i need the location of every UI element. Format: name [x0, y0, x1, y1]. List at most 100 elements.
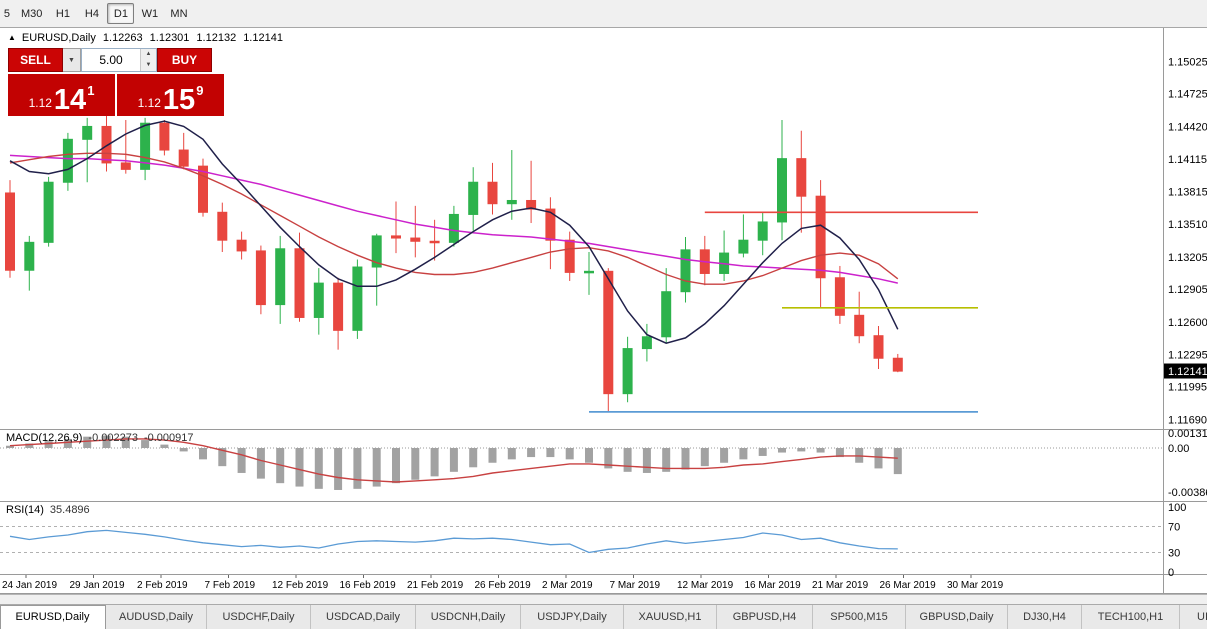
timeframe-button-5[interactable]: 5	[1, 3, 14, 24]
rsi-pane: 100 70 30 0	[0, 502, 1186, 579]
chart-tabbar: EURUSD,Daily AUDUSD,Daily USDCHF,Daily USDC…	[0, 604, 1207, 629]
svg-text:30: 30	[1168, 548, 1180, 560]
macd-name: MACD(12,26,9)	[6, 432, 83, 444]
timeframe-button-h4[interactable]: H4	[78, 3, 105, 24]
ohlc-open: 1.12263	[102, 32, 143, 44]
buy-price-pipette: 9	[196, 83, 204, 98]
ma-fast-navy-line	[9, 120, 899, 344]
svg-text:30 Mar 2019: 30 Mar 2019	[947, 580, 1004, 591]
chart-tab-usdjpy-daily[interactable]: USDJPY,Daily	[521, 605, 624, 629]
chart-tab-usdcad-daily[interactable]: USDCAD,Daily	[311, 605, 416, 629]
svg-text:1.13205: 1.13205	[1168, 252, 1207, 264]
bottom-strip: EURUSD,Daily AUDUSD,Daily USDCHF,Daily USDC…	[0, 594, 1207, 629]
chart-tab-usdcnh-daily[interactable]: USDCNH,Daily	[416, 605, 521, 629]
svg-text:1.12905: 1.12905	[1168, 284, 1207, 296]
svg-text:16 Mar 2019: 16 Mar 2019	[745, 580, 802, 591]
sell-price-quote[interactable]: 1.12 14 1	[8, 74, 115, 116]
svg-text:2 Mar 2019: 2 Mar 2019	[542, 580, 593, 591]
chart-tab-usdchf-daily[interactable]: USDCHF,Daily	[207, 605, 311, 629]
rsi-name: RSI(14)	[6, 504, 44, 516]
chart-tab-tech100-h1[interactable]: TECH100,H1	[1082, 605, 1180, 629]
svg-text:1.12141: 1.12141	[1168, 366, 1207, 378]
svg-text:12 Mar 2019: 12 Mar 2019	[677, 580, 734, 591]
svg-text:29 Jan 2019: 29 Jan 2019	[70, 580, 125, 591]
macd-pane: 0.001313 0.00 -0.003862	[0, 428, 1207, 499]
timeframe-button-h1[interactable]: H1	[49, 3, 76, 24]
chart-tab-audusd-daily[interactable]: AUDUSD,Daily	[106, 605, 207, 629]
volume-field: ▲ ▼	[81, 48, 157, 72]
macd-indicator-label: MACD(12,26,9) -0.002273 -0.000917	[6, 432, 194, 444]
svg-text:2 Feb 2019: 2 Feb 2019	[137, 580, 188, 591]
volume-stepper: ▲ ▼	[140, 49, 156, 71]
rsi-value: 35.4896	[49, 504, 90, 516]
svg-text:21 Feb 2019: 21 Feb 2019	[407, 580, 464, 591]
macd-signal-value: -0.000917	[143, 432, 194, 444]
price-axis[interactable]: 1.15025 1.14725 1.14420 1.14115 1.13815 1.135…	[1168, 57, 1207, 427]
chart-tab-gbpusd-h4[interactable]: GBPUSD,H4	[717, 605, 813, 629]
svg-text:16 Feb 2019: 16 Feb 2019	[340, 580, 397, 591]
svg-text:26 Feb 2019: 26 Feb 2019	[475, 580, 532, 591]
svg-text:7 Mar 2019: 7 Mar 2019	[610, 580, 661, 591]
svg-text:26 Mar 2019: 26 Mar 2019	[880, 580, 937, 591]
volume-down-icon[interactable]: ▼	[141, 60, 156, 71]
one-click-trading-panel: SELL ▼ ▲ ▼ BUY 1.12 14 1 1.12 15 9	[8, 48, 230, 116]
chart-tab-xauusd-h1[interactable]: XAUUSD,H1	[624, 605, 717, 629]
volume-dropdown-button[interactable]: ▼	[63, 48, 81, 72]
window-marker-icon: ▲	[8, 33, 16, 42]
chevron-down-icon: ▼	[68, 56, 75, 64]
svg-text:70: 70	[1168, 522, 1180, 534]
svg-text:7 Feb 2019: 7 Feb 2019	[205, 580, 256, 591]
svg-text:1.11690: 1.11690	[1168, 414, 1207, 426]
buy-button[interactable]: BUY	[157, 48, 212, 72]
chart-tab-sp500-m15[interactable]: SP500,M15	[813, 605, 906, 629]
pane-separators[interactable]	[0, 28, 1207, 594]
timeframe-button-d1[interactable]: D1	[107, 3, 135, 24]
time-axis[interactable]: 24 Jan 2019 29 Jan 2019 2 Feb 2019 7 Feb 20…	[2, 575, 1004, 591]
sell-button[interactable]: SELL	[8, 48, 63, 72]
sell-price-pipette: 1	[87, 83, 95, 98]
sell-price-pips: 14	[53, 84, 87, 116]
ohlc-high: 1.12301	[149, 32, 190, 44]
rsi-line	[9, 529, 898, 554]
svg-text:0.001313: 0.001313	[1168, 428, 1207, 440]
timeframe-button-w1[interactable]: W1	[136, 3, 163, 24]
ohlc-close: 1.12141	[243, 32, 283, 44]
volume-input[interactable]	[82, 49, 140, 71]
svg-text:1.13510: 1.13510	[1168, 219, 1207, 231]
svg-text:-0.003862: -0.003862	[1168, 487, 1207, 499]
ma-mid-red-line	[9, 152, 899, 285]
svg-text:12 Feb 2019: 12 Feb 2019	[272, 580, 329, 591]
svg-text:1.12600: 1.12600	[1168, 317, 1207, 329]
chart-tab-ui[interactable]: UI	[1180, 605, 1207, 629]
volume-up-icon[interactable]: ▲	[141, 49, 156, 60]
svg-text:24 Jan 2019: 24 Jan 2019	[2, 580, 57, 591]
buy-price-pips: 15	[162, 84, 196, 116]
current-price-badge: 1.12141	[1164, 363, 1207, 379]
svg-text:1.15025: 1.15025	[1168, 57, 1207, 69]
macd-main-value: -0.002273	[88, 432, 138, 444]
svg-text:1.14115: 1.14115	[1168, 154, 1207, 166]
timeframe-button-m30[interactable]: M30	[16, 3, 47, 24]
macd-signal-line	[9, 438, 898, 483]
svg-text:1.12295: 1.12295	[1168, 349, 1207, 361]
svg-text:1.14420: 1.14420	[1168, 121, 1207, 133]
ma-slow-magenta-line	[9, 154, 898, 284]
timeframe-button-mn[interactable]: MN	[165, 3, 192, 24]
chart-tab-eurusd-daily[interactable]: EURUSD,Daily	[0, 605, 106, 629]
chart-symbol-label: EURUSD,Daily	[21, 32, 96, 44]
moving-averages	[9, 120, 899, 344]
svg-text:1.14725: 1.14725	[1168, 89, 1207, 101]
chart-header: ▲ EURUSD,Daily 1.12263 1.12301 1.12132 1…	[8, 32, 283, 44]
chart-tab-gbpusd-daily[interactable]: GBPUSD,Daily	[906, 605, 1008, 629]
candlestick-series	[5, 115, 903, 412]
quote-row: 1.12 14 1 1.12 15 9	[8, 74, 230, 116]
svg-text:21 Mar 2019: 21 Mar 2019	[812, 580, 869, 591]
svg-text:100: 100	[1168, 502, 1186, 514]
buy-price-quote[interactable]: 1.12 15 9	[117, 74, 224, 116]
rsi-indicator-label: RSI(14) 35.4896	[6, 504, 90, 516]
chart-tab-dj30-h4[interactable]: DJ30,H4	[1008, 605, 1082, 629]
buy-price-prefix: 1.12	[137, 96, 161, 110]
sell-price-prefix: 1.12	[28, 96, 52, 110]
trade-controls-row: SELL ▼ ▲ ▼ BUY	[8, 48, 230, 72]
